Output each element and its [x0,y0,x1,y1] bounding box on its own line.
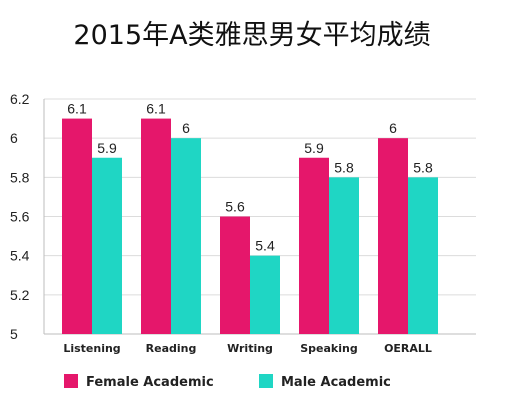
bar [329,177,359,334]
x-tick-label: Writing [227,342,273,355]
chart-title: 2015年A类雅思男女平均成绩 [73,20,430,51]
y-tick-label: 5 [10,326,18,342]
bar [141,118,171,334]
legend: Female Academic Male Academic [64,374,391,390]
y-tick-label: 5.6 [10,209,30,225]
bar [62,118,92,334]
data-label: 6.1 [67,101,87,117]
bar [408,177,438,334]
x-tick-label: Reading [146,342,197,355]
bar [220,216,250,334]
y-tick-label: 5.2 [10,287,30,303]
bar [299,157,329,334]
data-label: 5.4 [255,238,275,254]
y-tick-label: 6 [10,130,18,146]
data-labels: 6.1 5.9 6.1 6 5.6 5.4 5.9 5.8 6 5.8 [67,101,433,254]
bar [171,138,201,334]
data-label: 5.8 [334,159,354,175]
data-label: 5.9 [97,140,117,156]
data-label: 6 [182,120,190,136]
legend-swatch [259,374,273,388]
data-label: 5.8 [413,159,433,175]
bar [378,138,408,334]
data-label: 6.1 [146,101,166,117]
data-label: 5.6 [225,199,245,215]
x-axis: Listening Reading Writing Speaking OERALL [63,342,432,355]
x-tick-label: Speaking [300,342,357,355]
bar [250,255,280,334]
x-tick-label: Listening [63,342,120,355]
bars [62,118,438,334]
y-axis: 5 5.2 5.4 5.6 5.8 6 6.2 [10,91,30,342]
legend-swatch [64,374,78,388]
x-tick-label: OERALL [384,342,432,355]
y-tick-label: 5.8 [10,169,30,185]
data-label: 6 [389,120,397,136]
data-label: 5.9 [304,140,324,156]
bar [92,157,122,334]
legend-label: Male Academic [281,375,391,390]
legend-label: Female Academic [86,375,214,390]
y-tick-label: 6.2 [10,91,30,107]
y-tick-label: 5.4 [10,248,30,264]
